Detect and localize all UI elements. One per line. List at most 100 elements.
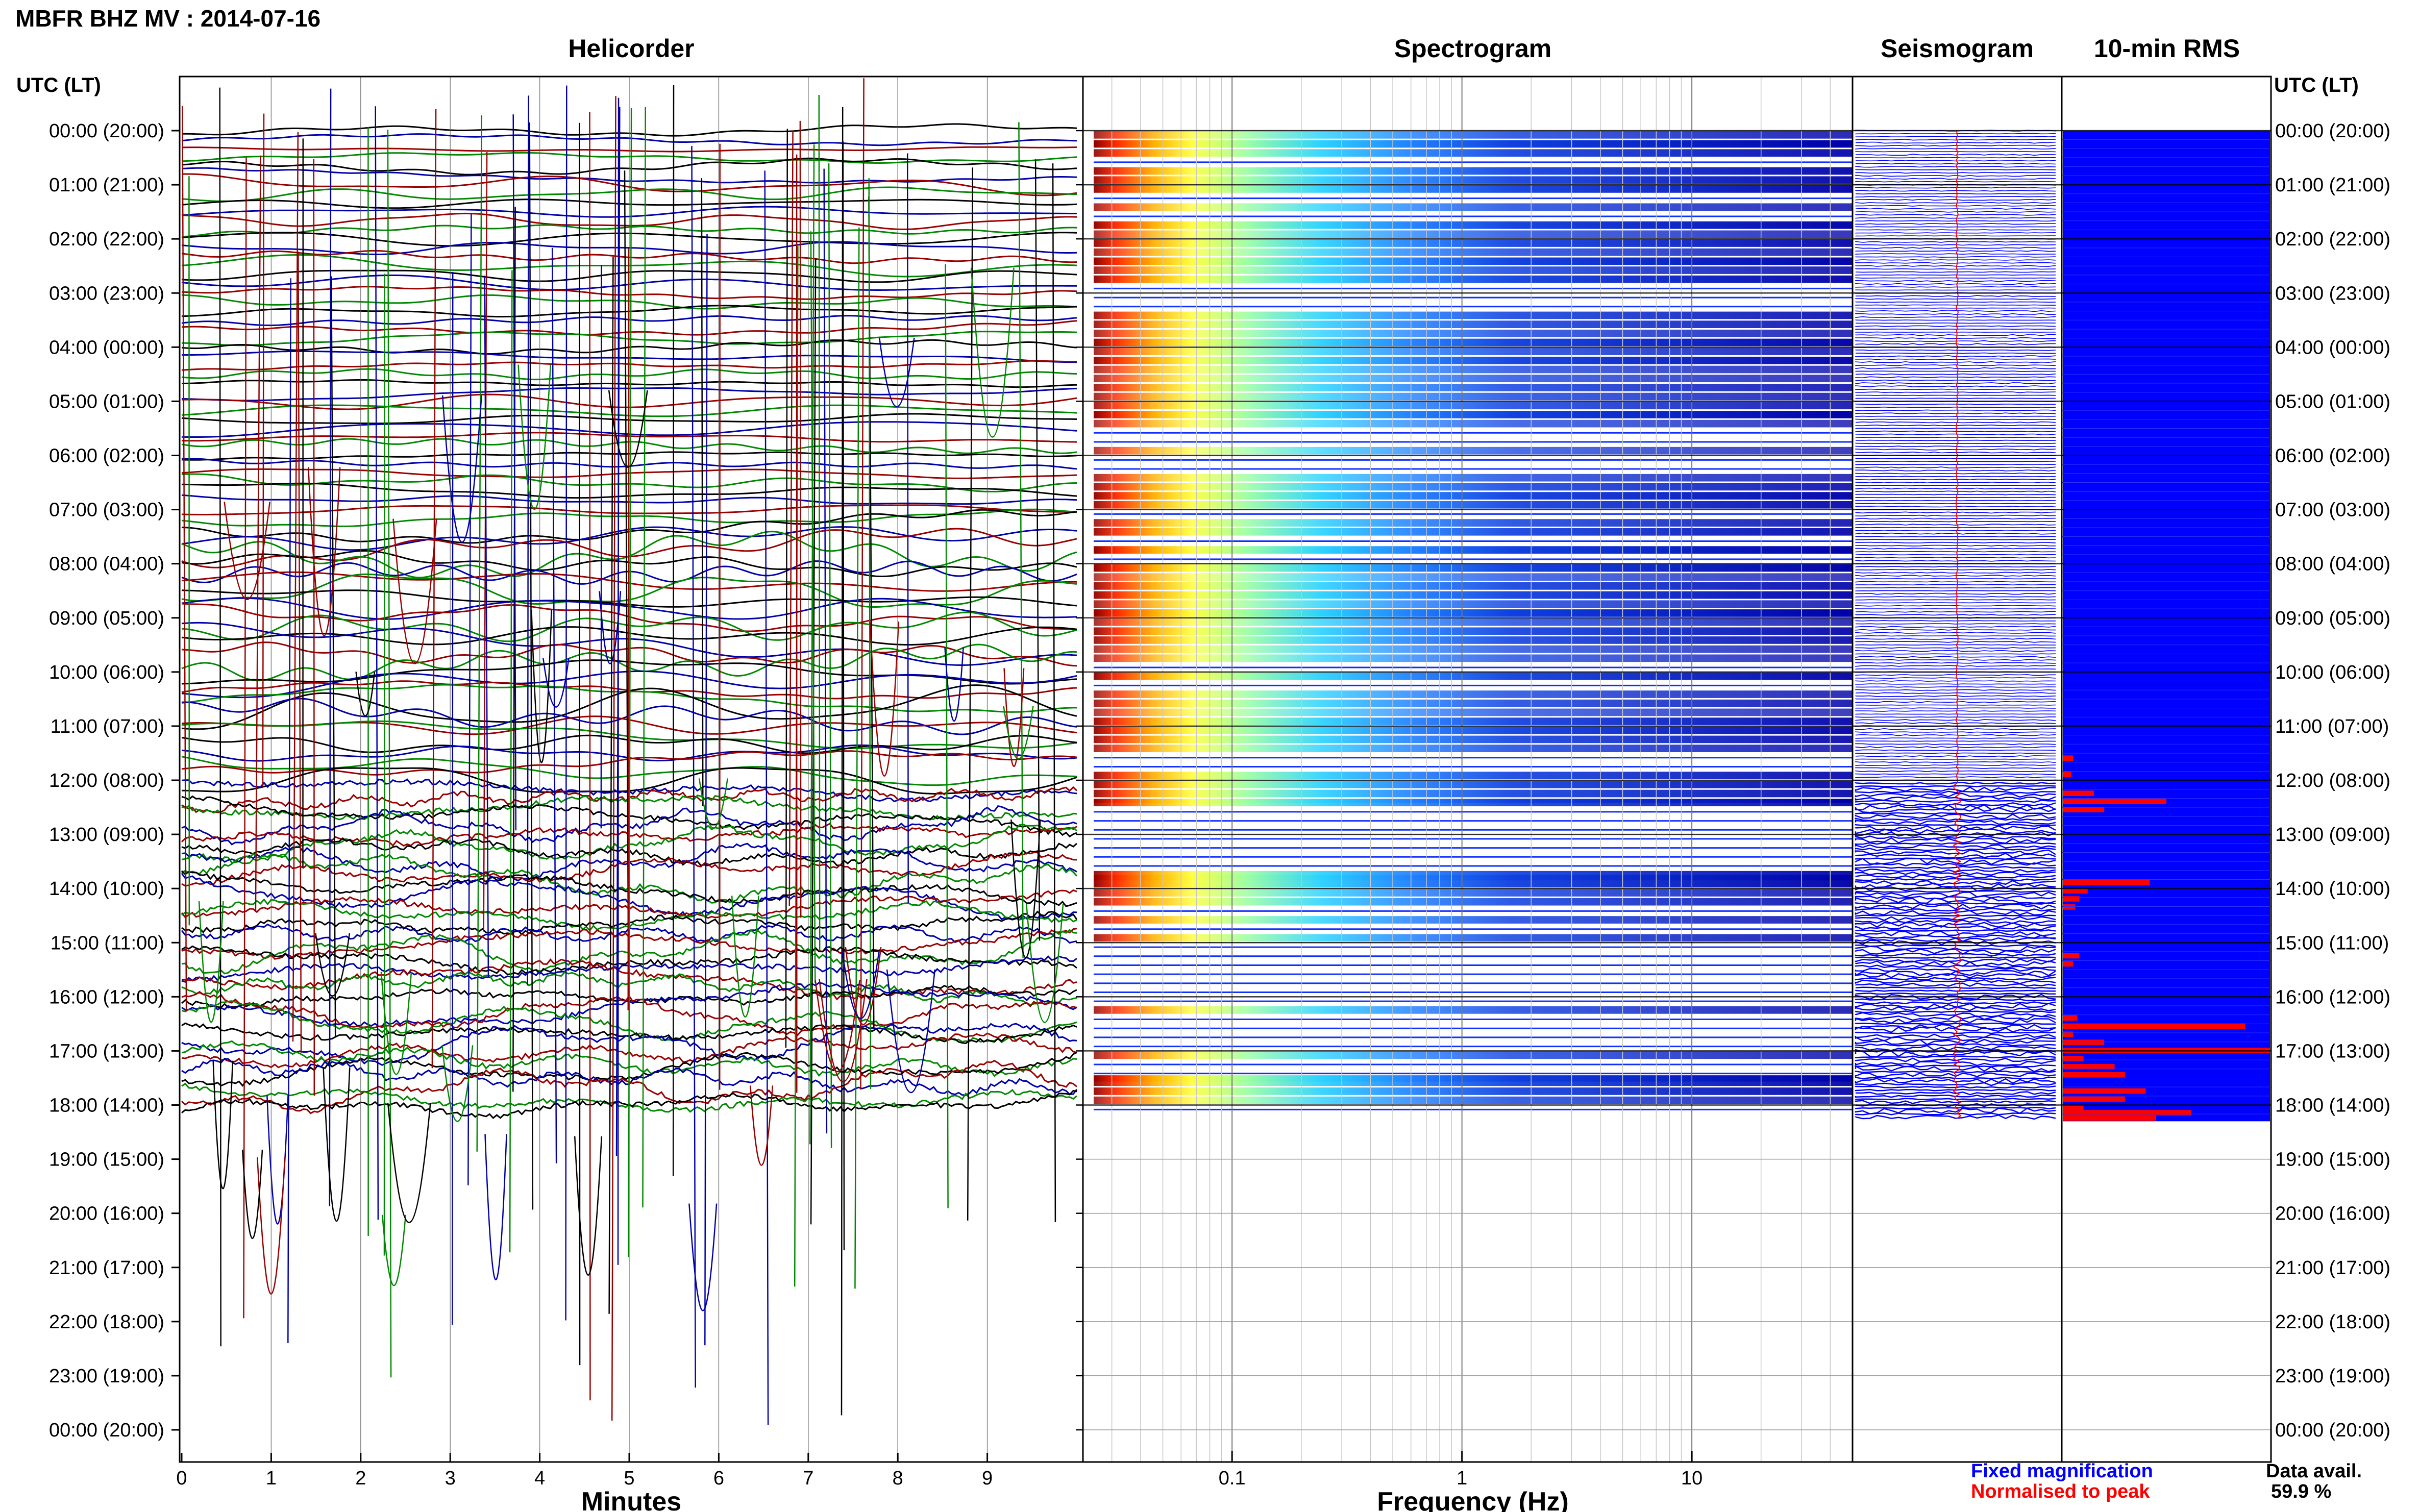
legend-normalised-to-peak: Normalised to peak bbox=[1971, 1481, 2150, 1502]
spectrogram-row bbox=[1094, 230, 1853, 238]
rms-bar bbox=[2063, 772, 2071, 777]
spectrogram-row bbox=[1094, 501, 1853, 509]
rms-bar bbox=[2063, 790, 2094, 796]
seismogram-trace bbox=[1855, 964, 2056, 969]
seismogram-trace bbox=[1855, 412, 2056, 414]
spectrogram-row bbox=[1094, 257, 1853, 265]
helicorder-event-spike bbox=[262, 113, 265, 787]
seismogram-trace bbox=[1855, 316, 2056, 318]
seismogram-trace bbox=[1855, 641, 2056, 643]
helicorder-event-spike bbox=[701, 178, 704, 806]
time-label-left: 21:00 (17:00) bbox=[49, 1257, 164, 1279]
seismogram-trace bbox=[1855, 548, 2056, 550]
seismogram-trace bbox=[1855, 487, 2056, 490]
seismogram-trace bbox=[1855, 178, 2056, 180]
time-label-right: 00:00 (20:00) bbox=[2275, 1420, 2390, 1441]
seismogram-trace bbox=[1855, 1112, 2056, 1116]
helicorder-event-swing bbox=[688, 1203, 718, 1311]
rms-bar bbox=[2063, 904, 2076, 910]
helicorder-event-spike bbox=[255, 155, 261, 912]
helicorder-event-spike bbox=[529, 122, 534, 1210]
seismogram-trace bbox=[1855, 274, 2056, 276]
seismogram-trace bbox=[1855, 323, 2056, 324]
spectrogram-x-tick-label: 1 bbox=[1457, 1468, 1467, 1489]
spectrogram-row bbox=[1094, 889, 1853, 897]
rms-bar bbox=[2063, 1096, 2125, 1102]
seismogram-trace bbox=[1855, 1031, 2056, 1034]
spectrogram-row bbox=[1094, 898, 1853, 906]
time-label-left: 00:00 (20:00) bbox=[49, 120, 164, 142]
seismogram-trace bbox=[1855, 662, 2056, 664]
seismogram-trace bbox=[1855, 761, 2056, 763]
time-label-right: 11:00 (07:00) bbox=[2275, 716, 2389, 737]
spectrogram-row bbox=[1094, 528, 1853, 536]
helicorder-event-swing bbox=[970, 267, 1015, 438]
seismogram-trace bbox=[1855, 481, 2056, 484]
seismogram-trace bbox=[1855, 1082, 2056, 1086]
seismogram-trace bbox=[1855, 752, 2056, 754]
spectrogram-row bbox=[1094, 375, 1853, 383]
time-label-right: 19:00 (15:00) bbox=[2275, 1149, 2390, 1171]
seismogram-trace bbox=[1855, 337, 2056, 339]
seismogram-trace bbox=[1855, 524, 2056, 526]
seismogram-trace bbox=[1855, 743, 2056, 746]
seismogram-trace bbox=[1855, 837, 2056, 844]
spectrogram-row bbox=[1094, 419, 1853, 428]
spectrogram-row bbox=[1094, 672, 1853, 680]
seismogram-trace bbox=[1855, 223, 2056, 225]
seismogram-trace bbox=[1855, 986, 2056, 989]
spectrogram-row bbox=[1094, 140, 1853, 148]
seismogram-trace bbox=[1855, 841, 2056, 845]
helicorder-event-swing bbox=[1003, 668, 1025, 767]
helicorder-event-spike bbox=[868, 178, 872, 1089]
spectrogram-row bbox=[1094, 357, 1853, 364]
helicorder-title: Helicorder bbox=[568, 34, 694, 63]
seismogram-trace bbox=[1855, 199, 2056, 201]
seismogram-trace bbox=[1855, 196, 2056, 198]
spectrogram-row bbox=[1094, 348, 1853, 356]
seismogram-trace bbox=[1855, 868, 2056, 873]
helicorder-event-spike bbox=[579, 122, 581, 1366]
helicorder-event-swing bbox=[842, 951, 880, 1020]
seismogram-trace bbox=[1855, 835, 2056, 840]
seismogram-trace bbox=[1855, 925, 2056, 931]
rms-bar bbox=[2063, 961, 2074, 967]
seismogram-trace bbox=[1855, 1018, 2056, 1024]
seismogram-trace bbox=[1855, 436, 2056, 438]
seismogram-trace bbox=[1855, 244, 2056, 246]
seismogram-trace bbox=[1855, 451, 2056, 454]
time-label-left: 09:00 (05:00) bbox=[49, 608, 164, 629]
spectrogram-row bbox=[1094, 934, 1853, 942]
spectrogram-row bbox=[1094, 717, 1853, 725]
helicorder-event-spike bbox=[764, 170, 769, 1425]
seismogram-trace bbox=[1855, 890, 2056, 893]
seismogram-trace bbox=[1855, 698, 2056, 700]
seismogram-trace bbox=[1855, 722, 2056, 725]
time-label-left: 13:00 (09:00) bbox=[49, 824, 164, 846]
spectrogram-row bbox=[1094, 582, 1853, 590]
helicorder-x-tick-label: 1 bbox=[266, 1468, 277, 1489]
seismogram-trace bbox=[1855, 734, 2056, 736]
hour-grid bbox=[270, 77, 2271, 1462]
seismogram-trace bbox=[1855, 442, 2056, 444]
helicorder-event-spike bbox=[375, 106, 379, 1220]
seismogram-trace bbox=[1855, 433, 2056, 435]
seismogram-trace bbox=[1855, 256, 2056, 258]
seismogram-trace bbox=[1855, 764, 2056, 766]
seismogram-plot bbox=[1855, 130, 2056, 1120]
spectrogram-row bbox=[1094, 266, 1853, 274]
time-label-right: 20:00 (16:00) bbox=[2275, 1203, 2390, 1225]
spectrogram-row bbox=[1094, 149, 1853, 157]
seismogram-trace bbox=[1855, 469, 2056, 472]
helicorder-event-swing bbox=[315, 933, 351, 997]
helicorder-event-swing bbox=[1010, 819, 1041, 958]
helicorder-event-spike bbox=[823, 168, 828, 1134]
seismogram-trace bbox=[1855, 175, 2056, 177]
seismogram-trace bbox=[1855, 989, 2056, 992]
seismogram-trace bbox=[1855, 776, 2056, 778]
helicorder-event-spike bbox=[627, 248, 629, 1010]
seismogram-trace bbox=[1855, 581, 2056, 583]
seismogram-trace bbox=[1855, 505, 2056, 508]
seismogram-trace bbox=[1855, 880, 2056, 885]
helicorder-x-tick-label: 3 bbox=[445, 1468, 456, 1489]
